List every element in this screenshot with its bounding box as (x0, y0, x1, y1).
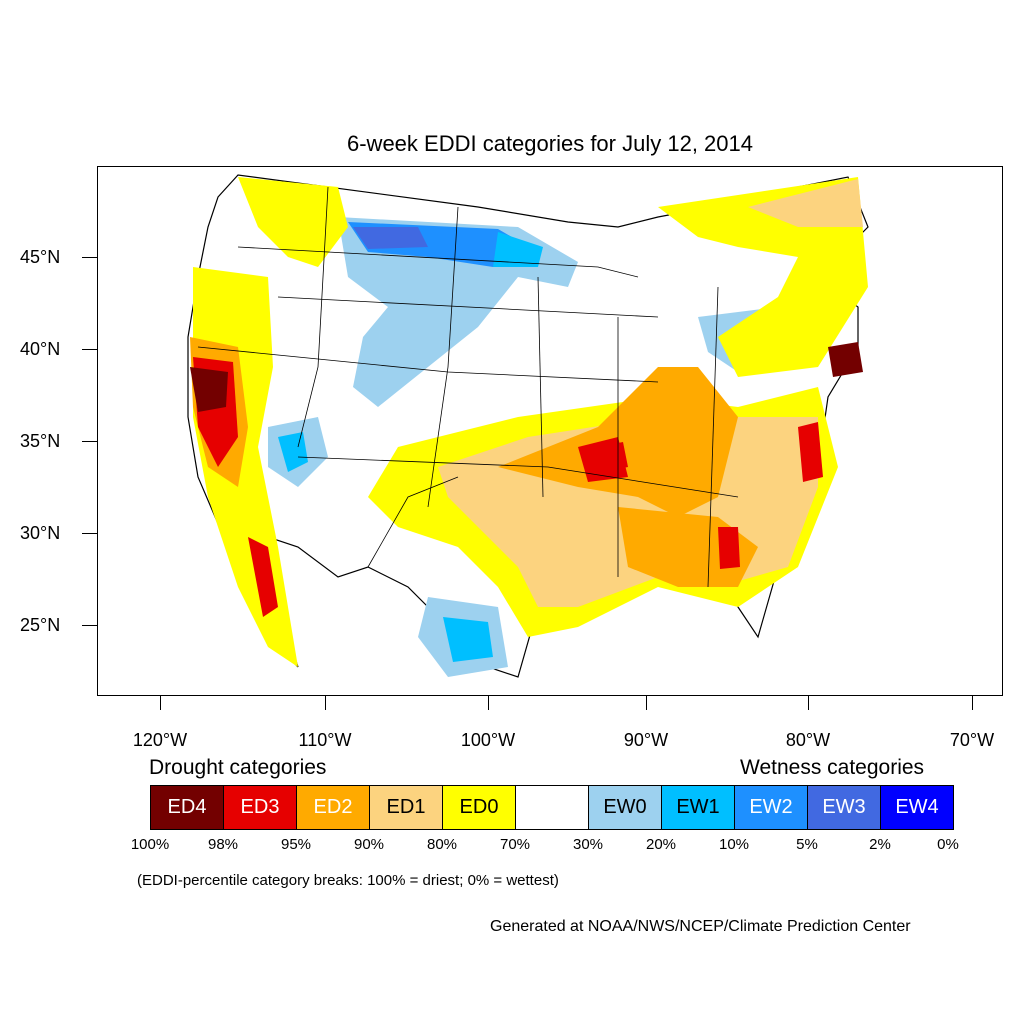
percentile-label: 2% (869, 836, 891, 853)
lon-label-80: 80°W (785, 730, 831, 750)
percentile-label: 0% (937, 836, 959, 853)
legend-box: ED1 (369, 785, 443, 830)
percentile-label: 80% (426, 836, 458, 853)
percentile-label: 20% (645, 836, 677, 853)
eddi-map (187, 174, 869, 678)
percentile-label: 30% (572, 836, 604, 853)
lon-label-110: 110°W (298, 730, 352, 750)
dry-region-canada-ed0 (238, 177, 348, 267)
lat-label-25: 25°N (20, 615, 61, 635)
percentile-label: 5% (796, 836, 818, 853)
lat-tick (82, 349, 97, 350)
wet-region-southwest-core (278, 432, 308, 472)
wet-region-north-ew1 (493, 232, 543, 267)
lat-tick (82, 533, 97, 534)
lat-label-40: 40°N (20, 339, 61, 359)
dry-region-northeast-ed1 (748, 179, 863, 227)
dry-region-mo-ed3 (598, 442, 628, 472)
lon-label-90: 90°W (623, 730, 669, 750)
percentile-label: 70% (499, 836, 531, 853)
dry-region-westcoast-ed4 (190, 367, 228, 412)
lat-label-35: 35°N (20, 431, 61, 451)
lat-label-30: 30°N (20, 523, 61, 543)
legend-box: ED2 (296, 785, 370, 830)
dry-region-baja-ed3 (248, 537, 278, 617)
wet-region-mexico-core (443, 617, 493, 662)
lon-label-70: 70°W (949, 730, 995, 750)
legend-box: EW1 (661, 785, 735, 830)
legend-box: EW3 (807, 785, 881, 830)
dry-region-northeast-ed4 (828, 342, 863, 377)
map-panel (97, 166, 1003, 696)
percentile-label: 90% (353, 836, 385, 853)
lat-tick (82, 257, 97, 258)
lat-tick (82, 441, 97, 442)
wet-region-north-ew3 (353, 227, 428, 249)
lon-tick (488, 696, 489, 710)
lon-tick (972, 696, 973, 710)
dry-region-georgia-ed3 (718, 527, 740, 569)
lat-label-45: 45°N (20, 247, 61, 267)
lat-tick (82, 625, 97, 626)
percentile-label: 98% (207, 836, 239, 853)
legend-note: (EDDI-percentile category breaks: 100% =… (137, 872, 559, 889)
legend-box: ED3 (223, 785, 297, 830)
lon-tick (808, 696, 809, 710)
percentile-label: 95% (280, 836, 312, 853)
credit-text: Generated at NOAA/NWS/NCEP/Climate Predi… (490, 918, 911, 935)
legend-box: ED0 (442, 785, 516, 830)
drought-heading: Drought categories (149, 756, 327, 779)
legend-box: EW4 (880, 785, 954, 830)
map-title: 6-week EDDI categories for July 12, 2014 (347, 131, 753, 156)
legend-box: ED4 (150, 785, 224, 830)
lon-tick (325, 696, 326, 710)
percentile-label: 10% (718, 836, 750, 853)
legend-box: EW0 (588, 785, 662, 830)
lon-label-120: 120°W (132, 730, 188, 750)
lon-tick (646, 696, 647, 710)
lon-tick (160, 696, 161, 710)
state-boundaries (197, 186, 739, 588)
dry-region-carolina-ed3 (798, 422, 823, 482)
wetness-heading: Wetness categories (740, 756, 925, 779)
legend-box (515, 785, 589, 830)
lon-label-100: 100°W (460, 730, 516, 750)
percentile-label: 100% (130, 836, 170, 853)
legend-box: EW2 (734, 785, 808, 830)
